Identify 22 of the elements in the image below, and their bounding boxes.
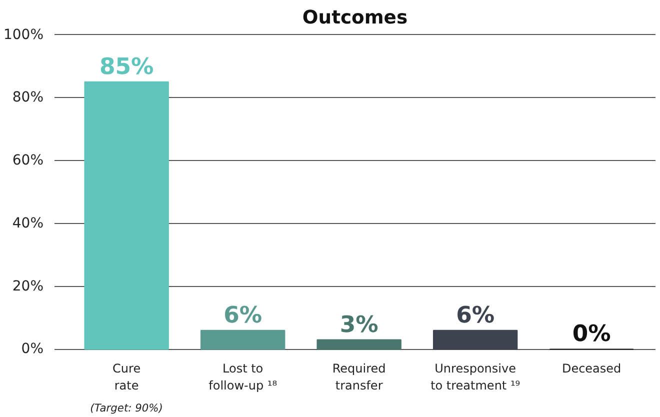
x-tick-label: Cure rate [112, 362, 141, 392]
y-tick-label: 100% [3, 26, 44, 43]
chart-title: Outcomes [302, 8, 408, 28]
bar [316, 339, 402, 350]
data-label: 3% [340, 312, 378, 338]
data-label: 6% [224, 302, 262, 328]
data-label: 0% [572, 321, 611, 348]
x-tick-label: Required transfer [332, 362, 386, 392]
data-label: 85% [99, 54, 154, 80]
bar [432, 330, 518, 350]
y-tick-label: 40% [12, 215, 44, 232]
bar [200, 330, 286, 350]
x-tick-label: Deceased [562, 362, 622, 376]
x-tick-label: Lost to follow-up ¹⁸ [208, 362, 278, 392]
y-tick-label: 60% [12, 152, 44, 169]
data-label: 6% [456, 302, 495, 328]
y-tick-label: 80% [12, 90, 44, 106]
y-tick-label: 0% [21, 341, 44, 358]
bar [84, 81, 169, 350]
x-tick-label: Unresponsive to treatment ¹⁹ [430, 362, 520, 392]
text: (Target: 90%) [90, 402, 163, 414]
y-tick-label: 20% [12, 278, 44, 294]
